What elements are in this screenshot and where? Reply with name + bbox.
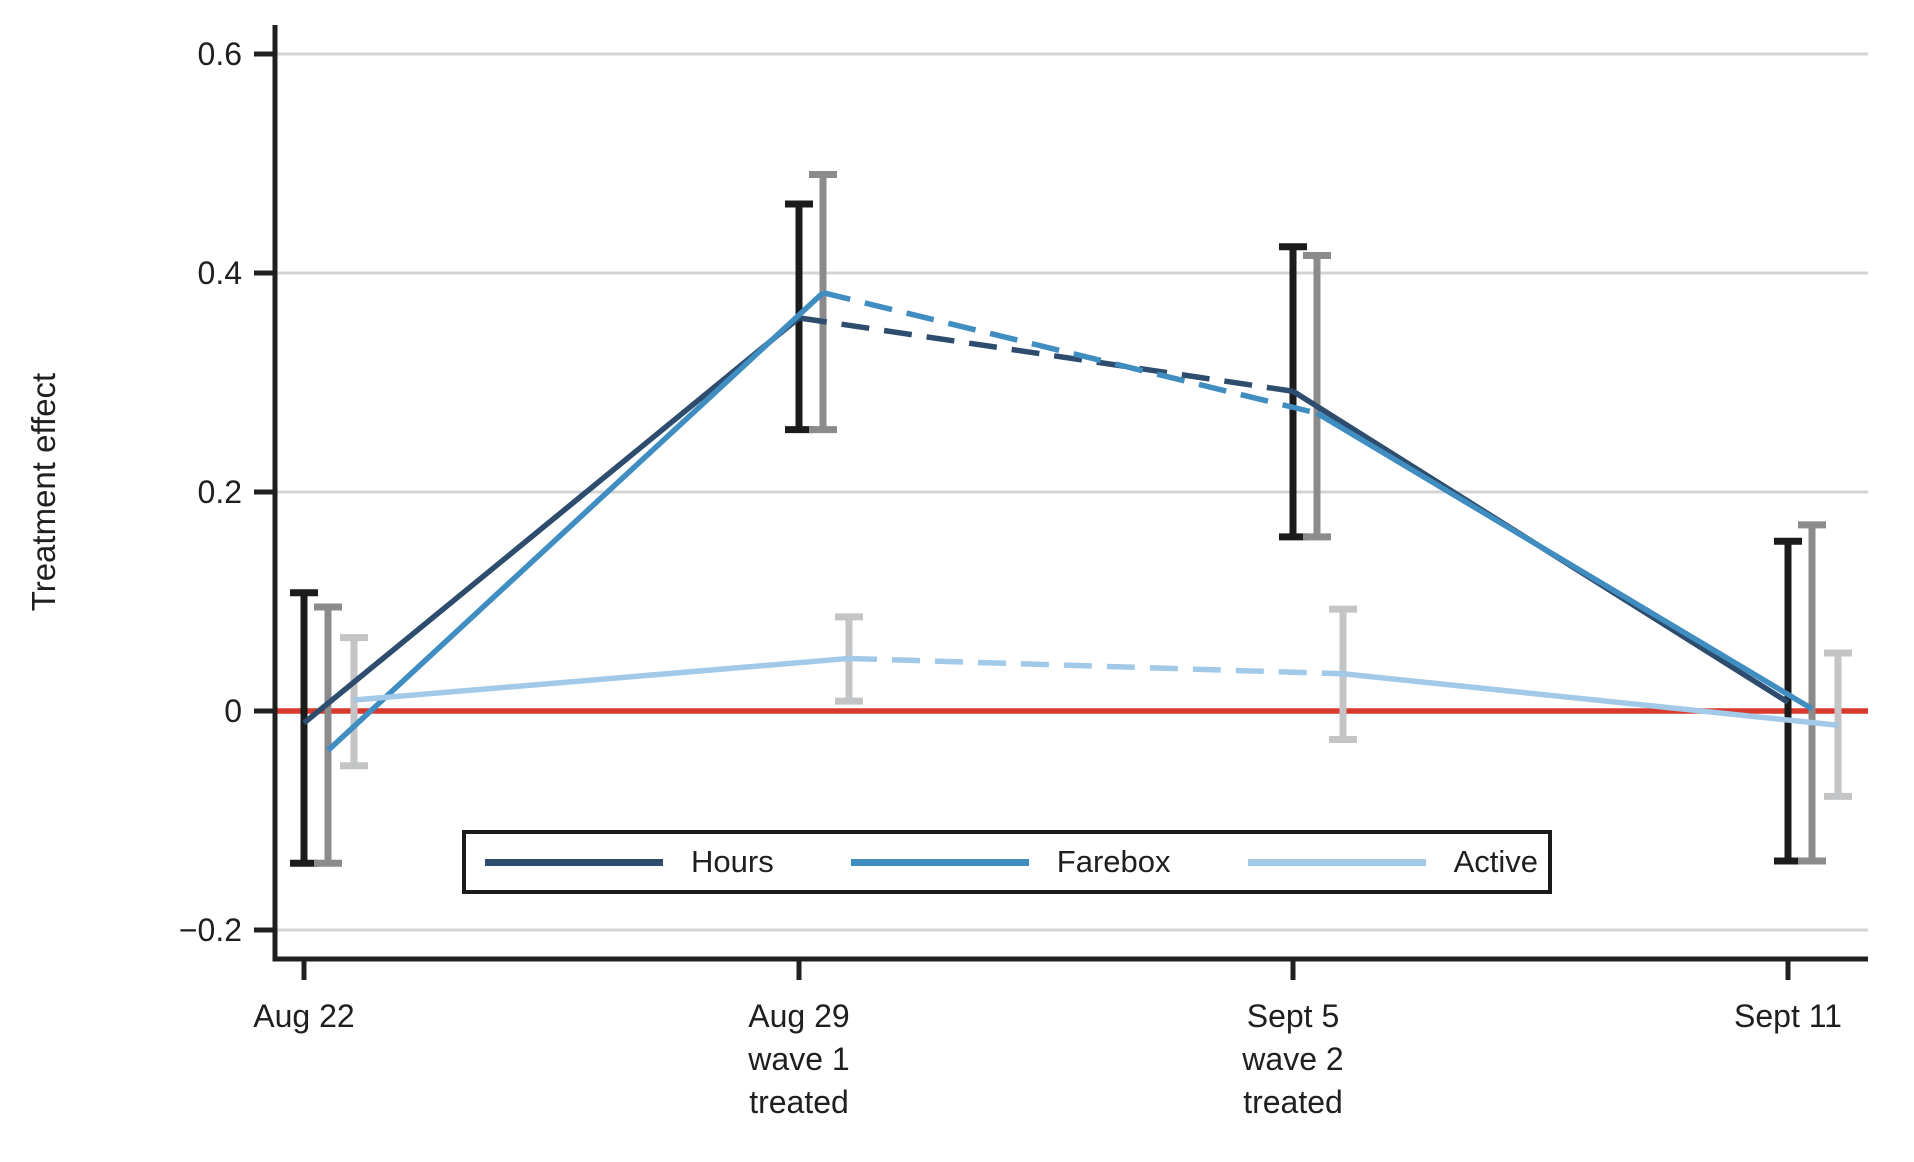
series-line-farebox [1315,410,1814,712]
y-axis-title: Treatment effect [25,373,62,611]
y-tick-label: 0 [224,693,242,729]
series-line-active [1342,671,1839,728]
legend-swatch-hours [485,858,663,866]
y-tick-label: 0.2 [198,474,242,510]
y-tick-label: −0.2 [179,912,242,948]
legend-item-hours: Hours [485,844,774,880]
x-tick-label: wave 1 [747,1041,849,1077]
legend: Hours Farebox Active [462,830,1552,894]
x-tick-label: Aug 29 [748,998,849,1034]
legend-item-farebox: Farebox [850,844,1171,880]
series-line-active [353,655,850,703]
x-tick-label: wave 2 [1241,1041,1343,1077]
series-line-farebox [822,290,1318,416]
y-tick-label: 0.4 [198,255,242,291]
series-line-hours [302,315,801,726]
legend-swatch-farebox [850,858,1029,866]
x-tick-label: Sept 5 [1247,998,1340,1034]
series-line-farebox [326,290,825,753]
x-tick-label: Aug 22 [253,998,354,1034]
x-tick-label: Sept 11 [1734,998,1842,1034]
x-tick-label: treated [749,1084,849,1120]
y-tick-label: 0.6 [198,36,242,72]
legend-swatch-active [1247,858,1426,866]
x-tick-label: treated [1243,1084,1343,1120]
legend-item-active: Active [1247,844,1538,880]
legend-label-hours: Hours [691,844,774,879]
series-line-active [848,655,1344,677]
legend-label-active: Active [1453,844,1538,879]
legend-label-farebox: Farebox [1056,844,1171,879]
series-line-hours [798,315,1294,394]
